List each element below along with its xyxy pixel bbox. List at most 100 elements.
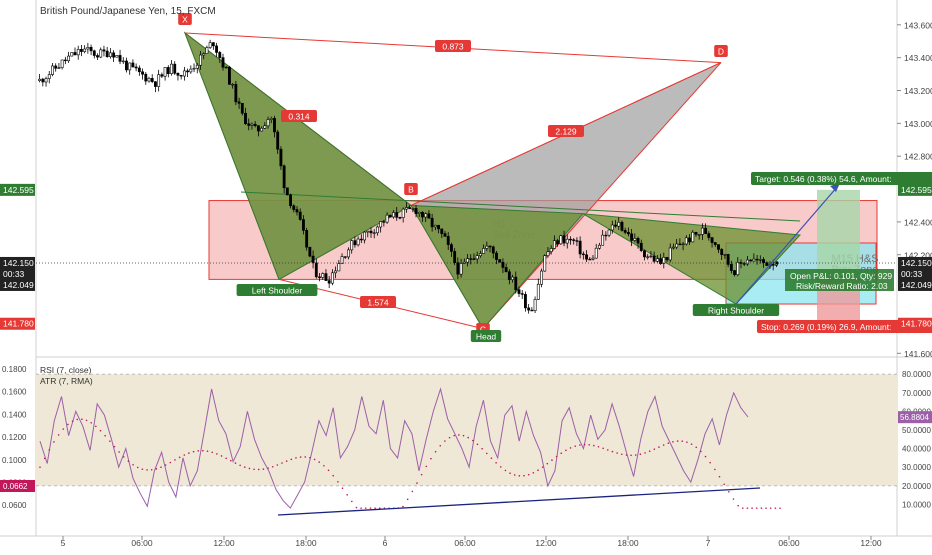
atr-dot bbox=[257, 468, 260, 471]
candle-body bbox=[80, 49, 83, 52]
candle-body bbox=[92, 50, 96, 56]
candle-body bbox=[488, 245, 492, 248]
candle-body bbox=[343, 256, 347, 258]
candle-body bbox=[424, 213, 428, 218]
atr-dot bbox=[565, 449, 567, 452]
atr-dot bbox=[560, 452, 563, 455]
atr-dot bbox=[620, 453, 623, 456]
candle-body bbox=[485, 245, 489, 249]
atr-dot bbox=[741, 507, 744, 509]
candle-body bbox=[575, 240, 579, 242]
atr-dot bbox=[248, 467, 251, 470]
atr-dot bbox=[495, 461, 497, 464]
candle-body bbox=[456, 262, 460, 275]
candle-body bbox=[321, 273, 325, 278]
atr-dot bbox=[732, 498, 735, 500]
candle-body bbox=[771, 264, 775, 266]
candle-body bbox=[495, 252, 498, 260]
atr-dot bbox=[658, 446, 660, 448]
ratio-ac-label: 1.574 bbox=[367, 298, 389, 308]
candle-body bbox=[240, 102, 244, 114]
atr-dot bbox=[569, 447, 572, 449]
left-price-badge-bg bbox=[0, 317, 35, 330]
atr-last-badge-bg bbox=[0, 480, 35, 492]
ratio-xb-label: 0.314 bbox=[288, 112, 310, 122]
candle-body bbox=[623, 230, 627, 233]
atr-dot bbox=[95, 425, 97, 428]
atr-dot bbox=[728, 490, 730, 493]
left-price-badge-bg bbox=[0, 278, 35, 291]
atr-dot bbox=[681, 440, 684, 442]
candle-body bbox=[137, 67, 141, 73]
atr-tick-label: 0.1000 bbox=[2, 456, 27, 465]
candle-body bbox=[86, 47, 90, 50]
axes-layer: 143.600 143.400 143.200 143.000 142.800 142.4… bbox=[0, 20, 932, 548]
point-d-label: D bbox=[718, 47, 724, 57]
candle-body bbox=[585, 254, 588, 260]
atr-dot bbox=[67, 423, 69, 426]
atr-dot bbox=[648, 450, 651, 452]
price-tick-label: 143.600 bbox=[904, 20, 932, 30]
candle-body bbox=[511, 276, 514, 280]
atr-dot bbox=[53, 441, 55, 443]
candle-body bbox=[540, 270, 543, 285]
atr-dot bbox=[355, 506, 358, 509]
atr-dot bbox=[146, 469, 148, 471]
atr-dot bbox=[132, 463, 134, 466]
atr-dot bbox=[239, 464, 241, 467]
candle-body bbox=[762, 259, 765, 264]
rsi-tick-label: 70.0000 bbox=[902, 389, 931, 398]
atr-dot bbox=[755, 507, 758, 509]
atr-dot bbox=[662, 444, 665, 446]
candle-body bbox=[237, 101, 241, 104]
atr-dot bbox=[332, 474, 335, 477]
atr-dot bbox=[485, 452, 488, 455]
atr-dot bbox=[630, 454, 632, 457]
atr-tick-label: 0.0600 bbox=[2, 501, 27, 510]
atr-dot bbox=[225, 457, 227, 460]
candle-body bbox=[746, 259, 749, 265]
atr-dot bbox=[574, 445, 577, 447]
candle-body bbox=[224, 66, 228, 69]
candle-body bbox=[668, 247, 672, 261]
candle-body bbox=[121, 60, 125, 63]
candle-body bbox=[527, 307, 531, 311]
candle-body bbox=[459, 263, 463, 275]
candle-body bbox=[202, 53, 206, 56]
rsi-tick-label: 50.0000 bbox=[902, 426, 931, 435]
candle-body bbox=[311, 255, 315, 264]
price-badge-bg bbox=[898, 256, 932, 269]
atr-dot bbox=[216, 453, 218, 455]
candle-body bbox=[591, 257, 595, 260]
atr-tick-label: 0.1600 bbox=[2, 388, 27, 397]
atr-dot bbox=[639, 453, 642, 456]
candle-body bbox=[359, 238, 363, 241]
atr-dot bbox=[714, 468, 716, 471]
atr-dot bbox=[276, 464, 279, 466]
rr-label: Risk/Reward Ratio: 2.03 bbox=[796, 281, 888, 291]
overlay-layer: X B C D 0.873 0.314 2.129 1.574 Left Shoulder Hea… bbox=[36, 13, 932, 342]
candle-body bbox=[182, 70, 186, 77]
head-label: Head bbox=[476, 332, 497, 342]
atr-dot bbox=[164, 464, 167, 466]
candle-body bbox=[292, 205, 296, 210]
atr-dot bbox=[178, 456, 181, 459]
candle-body bbox=[195, 64, 199, 69]
candle-body bbox=[675, 243, 679, 248]
rsi-trendline bbox=[277, 487, 761, 516]
candle-body bbox=[231, 84, 235, 86]
atr-dot bbox=[667, 442, 670, 444]
candle-body bbox=[260, 127, 264, 132]
atr-dot bbox=[518, 475, 521, 477]
candle-body bbox=[411, 208, 415, 210]
candle-body bbox=[475, 255, 479, 260]
candle-body bbox=[726, 254, 730, 265]
atr-dot bbox=[513, 474, 516, 476]
candle-body bbox=[256, 125, 260, 132]
candle-body bbox=[282, 165, 286, 189]
candle-body bbox=[742, 263, 746, 265]
candle-body bbox=[755, 258, 759, 261]
head-label-bg bbox=[470, 330, 502, 342]
candle-body bbox=[546, 251, 550, 256]
